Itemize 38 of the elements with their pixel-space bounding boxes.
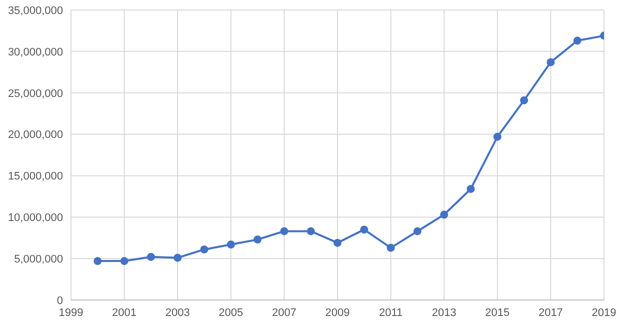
x-tick-label: 2003: [165, 306, 190, 319]
x-tick-label: 1999: [58, 306, 84, 319]
point: [520, 96, 528, 104]
x-tick-label: 2009: [325, 306, 350, 319]
point: [226, 240, 235, 248]
x-tick-label: 2019: [592, 306, 616, 319]
point: [413, 227, 422, 236]
point: [493, 132, 502, 141]
x-tick-label: 2011: [378, 306, 403, 319]
point: [280, 227, 288, 236]
point: [146, 252, 155, 261]
y-tick-label: 10,000,000: [8, 212, 63, 224]
y-tick-label: 0: [56, 294, 63, 307]
point: [200, 245, 208, 254]
x-tick-label: 2007: [272, 306, 296, 319]
point: [573, 36, 582, 45]
point: [386, 244, 395, 252]
point: [440, 210, 448, 219]
y-tick-label: 5,000,000: [14, 253, 63, 266]
point: [546, 58, 555, 66]
y-tick-label: 15,000,000: [8, 170, 63, 183]
x-tick-label: 2015: [485, 306, 510, 319]
point: [306, 227, 315, 236]
x-tick-label: 2017: [538, 306, 563, 319]
x-tick-label: 2005: [218, 306, 244, 319]
x-tick-label: 2013: [432, 306, 456, 319]
point: [466, 184, 475, 193]
point: [120, 257, 128, 266]
x-tick-label: 2001: [112, 306, 137, 319]
y-tick-label: 25,000,000: [8, 88, 63, 100]
y-tick-label: 20,000,000: [8, 129, 63, 142]
point: [360, 226, 368, 234]
y-tick-label: 35,000,000: [8, 4, 63, 17]
y-tick-label: 30,000,000: [8, 46, 63, 58]
point: [94, 257, 102, 266]
point: [254, 236, 262, 244]
point: [334, 238, 342, 247]
point: [174, 254, 182, 262]
